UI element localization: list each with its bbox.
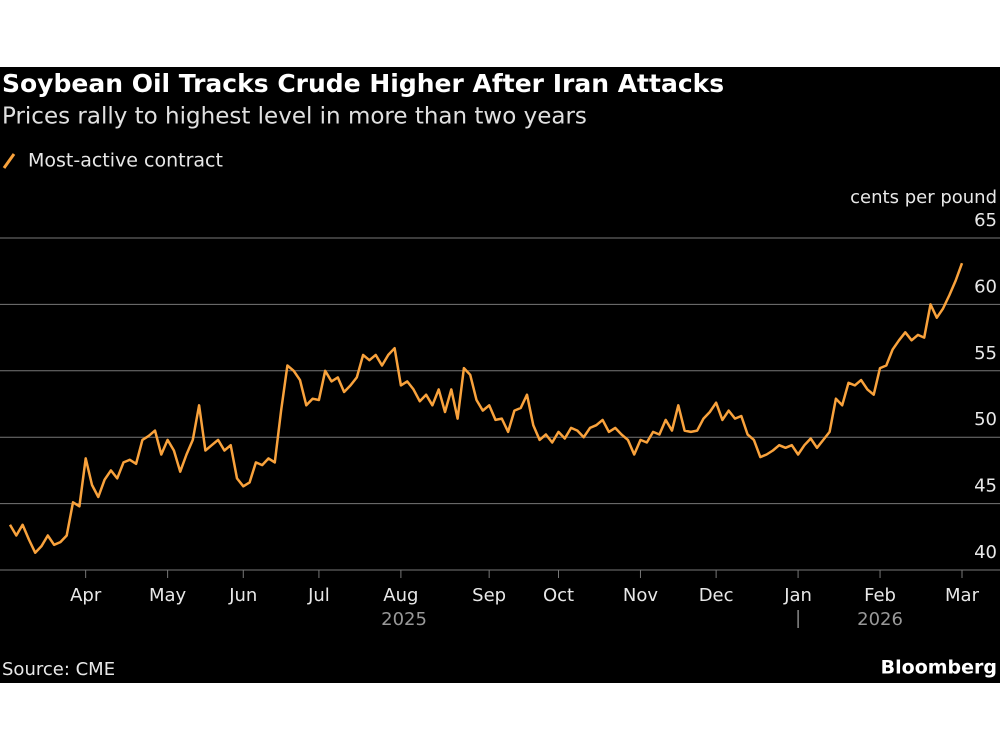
y-tick-label: 50 [974,409,997,430]
price-line [8,262,964,554]
y-tick-label: 60 [974,276,997,297]
year-label: 2026 [857,609,903,630]
x-tick-label: Jul [307,585,330,606]
x-tick-label: Jun [228,585,257,606]
y-axis-label: cents per pound [850,187,997,208]
source: Source: CME [2,659,115,680]
x-tick-label: May [149,585,187,606]
x-tick-label: Nov [623,585,658,606]
y-tick-label: 45 [974,476,997,497]
panel [0,67,1000,683]
x-tick-label: Feb [864,585,896,606]
legend-swatch [2,153,16,169]
x-tick-label: Aug [383,585,418,606]
x-tick-label: Oct [543,585,574,606]
x-tick-label: Dec [699,585,734,606]
chart-title: Soybean Oil Tracks Crude Higher After Ir… [2,69,724,98]
y-tick-label: 40 [974,542,997,563]
x-tick-label: Mar [945,585,980,606]
x-tick-label: Sep [472,585,506,606]
y-tick-label: 55 [974,343,997,364]
brand: Bloomberg [881,657,997,679]
x-tick-label: Jan [783,585,812,606]
chart-subtitle: Prices rally to highest level in more th… [2,104,587,130]
year-label: 2025 [381,609,427,630]
legend-label: Most-active contract [28,150,223,172]
x-tick-label: Apr [70,585,102,606]
y-tick-label: 65 [974,210,997,231]
